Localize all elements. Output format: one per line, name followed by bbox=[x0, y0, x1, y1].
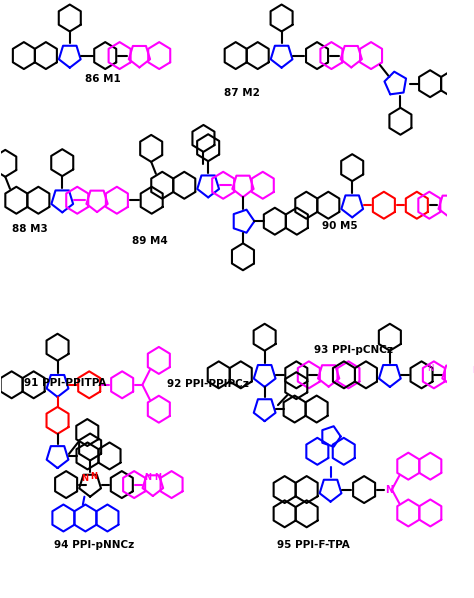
Text: 91 PPI-PPITPA: 91 PPI-PPITPA bbox=[24, 377, 107, 388]
Text: 92 PPI-PPIPCz: 92 PPI-PPIPCz bbox=[167, 379, 249, 389]
Text: 95 PPI-F-TPA: 95 PPI-F-TPA bbox=[277, 540, 349, 550]
Text: 87 M2: 87 M2 bbox=[224, 88, 260, 98]
Text: N: N bbox=[81, 474, 88, 483]
Text: 94 PPI-pNNCz: 94 PPI-pNNCz bbox=[55, 540, 135, 550]
Text: N: N bbox=[155, 474, 162, 483]
Text: N: N bbox=[144, 474, 151, 483]
Text: 90 M5: 90 M5 bbox=[322, 221, 358, 231]
Text: 89 M4: 89 M4 bbox=[132, 236, 168, 246]
Text: 93 PPI-pCNCz: 93 PPI-pCNCz bbox=[314, 344, 393, 355]
Text: N: N bbox=[472, 367, 474, 376]
Text: 86 M1: 86 M1 bbox=[85, 74, 121, 84]
Text: 88 M3: 88 M3 bbox=[12, 224, 47, 234]
Text: N: N bbox=[427, 364, 433, 373]
Text: N: N bbox=[91, 472, 98, 481]
Text: N: N bbox=[385, 484, 393, 495]
